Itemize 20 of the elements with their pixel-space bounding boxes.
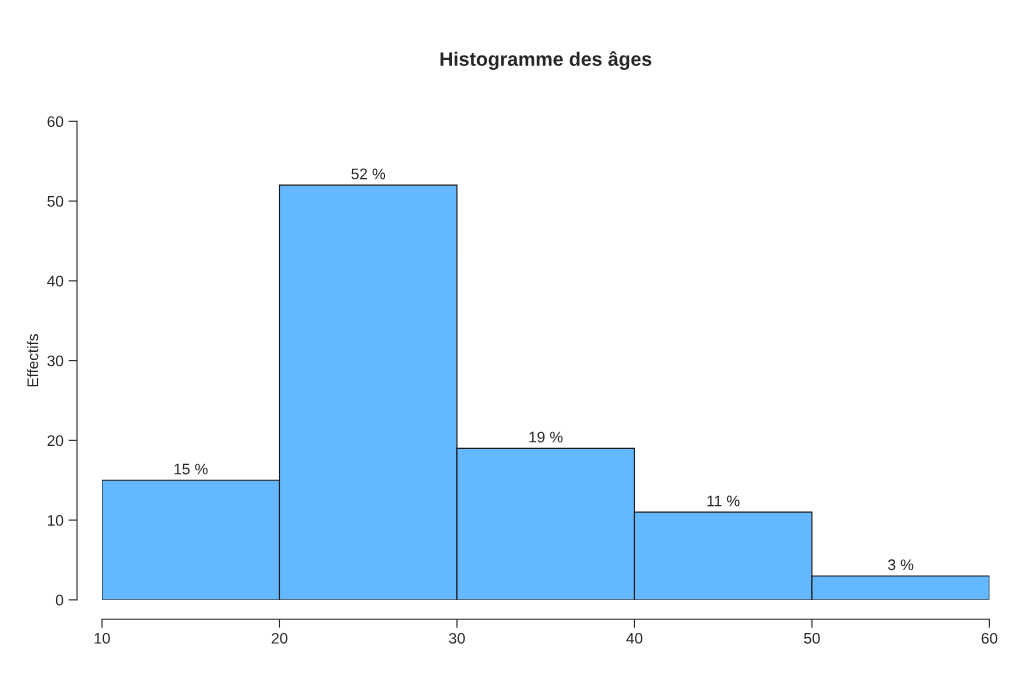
y-tick-label: 50 [47,195,64,207]
y-tick-label: 10 [47,514,64,526]
data-label: 52 % [351,168,386,180]
x-tick-label: 20 [271,632,288,644]
y-tick-label: 60 [47,116,64,128]
data-label: 11 % [707,495,740,507]
y-tick-label: 0 [55,594,64,606]
data-label: 19 % [529,431,563,443]
y-tick-label: 40 [47,275,64,287]
x-tick-label: 40 [626,632,643,644]
y-tick-label: 20 [47,435,64,447]
x-tick-label: 50 [804,632,820,644]
x-tick-label: 30 [449,632,465,644]
x-tick-label: 10 [94,632,110,644]
x-tick-label: 60 [981,632,998,644]
data-label: 3 % [888,559,914,571]
y-axis-title: Effectifs [27,334,39,387]
data-label: 15 % [174,463,208,475]
y-tick-label: 30 [47,355,64,367]
chart-title: Histogramme des âges [440,51,652,70]
